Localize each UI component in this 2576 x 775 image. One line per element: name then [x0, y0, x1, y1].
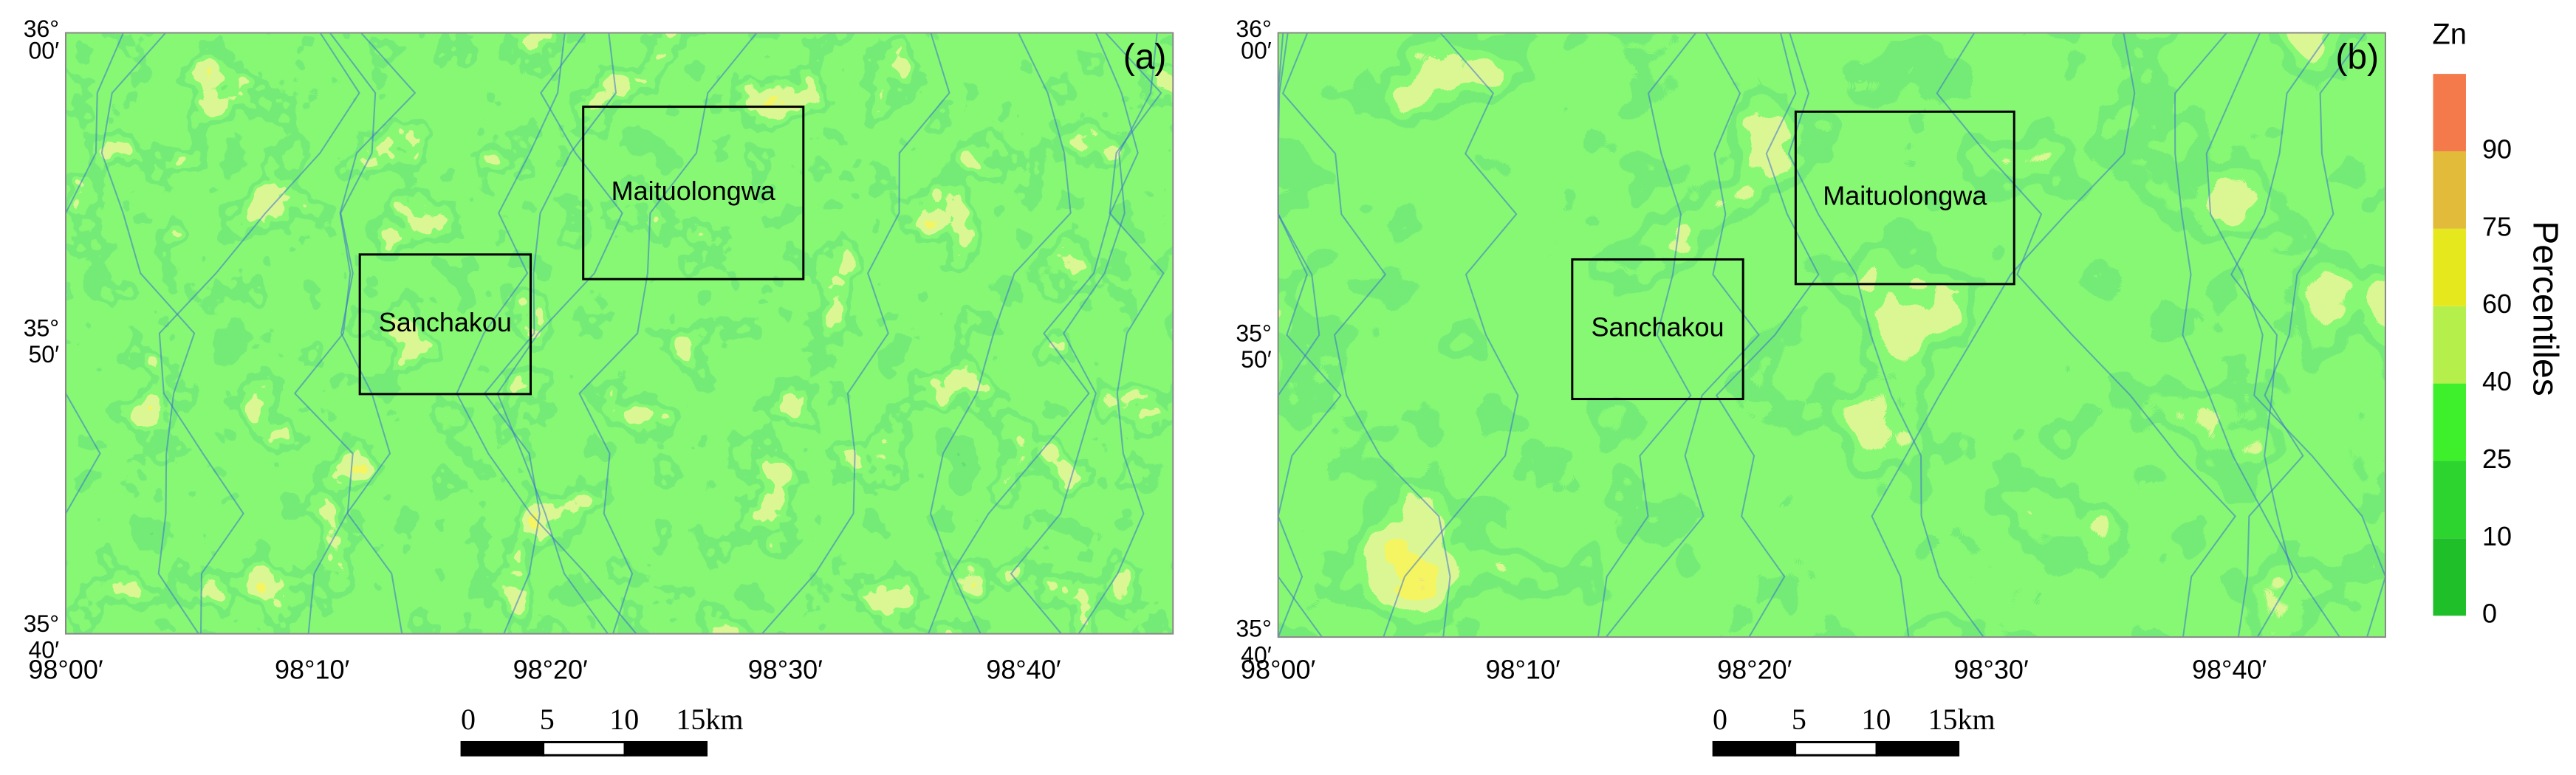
scale-bar-segment — [1794, 740, 1878, 757]
legend-swatch — [2433, 228, 2466, 306]
legend-tick-label: 40 — [2482, 366, 2512, 396]
scale-label: 15km — [676, 703, 743, 736]
stream — [293, 32, 417, 634]
scale-bar-segment — [623, 740, 708, 757]
study-box — [582, 106, 805, 280]
map-texture — [65, 32, 1174, 634]
stream — [1605, 32, 1760, 638]
stream — [483, 32, 617, 635]
scale-label: 5 — [1792, 703, 1806, 736]
lon-label: 98°10′ — [1485, 654, 1560, 684]
stream — [158, 32, 360, 634]
stream — [1078, 32, 1165, 635]
stream — [1715, 32, 1820, 638]
lon-label: 98°20′ — [513, 654, 588, 684]
stream — [307, 32, 391, 634]
map-frame — [1277, 32, 2386, 638]
map-texture — [1278, 32, 2385, 638]
stream — [929, 32, 1072, 635]
lon-label: 98°40′ — [2192, 654, 2267, 684]
stream — [761, 32, 950, 635]
stream — [1281, 32, 1451, 638]
lat-deg-label: 35° — [1236, 320, 1271, 346]
stream — [1936, 32, 2236, 638]
scale-label: 0 — [1713, 703, 1727, 736]
stream — [1010, 32, 1158, 635]
panel-label: (b) — [2335, 38, 2379, 77]
study-box — [358, 253, 532, 396]
lat-min-label: 50′ — [28, 341, 59, 368]
legend-axis-label: Percentiles — [2525, 221, 2564, 396]
legend-tick-label: 25 — [2482, 444, 2512, 474]
lat-deg-label: 35° — [24, 315, 59, 342]
stream — [928, 32, 1139, 635]
study-box — [1571, 258, 1744, 401]
lon-label: 98°20′ — [1717, 654, 1792, 684]
box-label: Maituolongwa — [1823, 181, 1987, 211]
legend-tick-label: 0 — [2482, 599, 2497, 629]
legend-swatch — [2433, 306, 2466, 384]
stream — [2230, 32, 2330, 638]
lat-min-label: 00′ — [28, 38, 59, 64]
stream — [2174, 32, 2340, 638]
lon-label: 98°00′ — [28, 654, 103, 684]
stream — [2205, 32, 2387, 638]
legend-swatch — [2433, 383, 2466, 461]
lon-label: 98°00′ — [1241, 654, 1315, 684]
study-box — [1794, 110, 2015, 286]
lat-min-label: 40′ — [28, 637, 59, 664]
legend-tick-label: 90 — [2482, 134, 2512, 164]
box-label: Sanchakou — [379, 307, 512, 337]
stream — [1597, 32, 1697, 638]
scale-bar-segment — [1875, 740, 1960, 757]
legend-tick-label: 60 — [2482, 289, 2512, 319]
scale-label: 15km — [1928, 703, 1995, 736]
scale-bar-segment — [542, 740, 626, 757]
legend-title: Zn — [2432, 18, 2467, 51]
lon-label: 98°40′ — [986, 654, 1061, 684]
lat-min-label: 00′ — [1241, 38, 1272, 64]
stream — [578, 32, 758, 635]
map-frame — [64, 32, 1174, 635]
lon-label: 98°30′ — [1953, 654, 2028, 684]
legend-swatch — [2433, 461, 2466, 539]
lon-label: 98°30′ — [748, 654, 823, 684]
stream — [1871, 32, 2136, 638]
lat-min-label: 40′ — [1241, 641, 1272, 668]
legend-swatch — [2433, 74, 2466, 151]
stream — [496, 32, 623, 635]
scale-label: 10 — [1861, 703, 1891, 736]
box-label: Sanchakou — [1591, 312, 1724, 342]
stream — [100, 32, 199, 635]
lat-min-label: 50′ — [1241, 346, 1272, 373]
lat-deg-label: 35° — [24, 610, 59, 637]
legend-tick-label: 10 — [2482, 521, 2512, 551]
panel-label: (a) — [1123, 38, 1167, 77]
scale-bar-segment — [1712, 740, 1797, 757]
lon-label: 98°10′ — [275, 654, 349, 684]
stream — [2237, 32, 2366, 638]
stream — [1383, 32, 1519, 638]
lat-deg-label: 36° — [24, 16, 59, 42]
scale-bar-segment — [460, 740, 545, 757]
scale-label: 0 — [461, 703, 476, 736]
scale-label: 10 — [609, 703, 639, 736]
lat-deg-label: 35° — [1236, 616, 1271, 642]
legend-swatch — [2433, 151, 2466, 229]
legend-swatch — [2433, 538, 2466, 616]
box-label: Maituolongwa — [612, 176, 776, 206]
stream — [456, 32, 637, 635]
scale-label: 5 — [540, 703, 555, 736]
lat-deg-label: 36° — [1236, 16, 1271, 42]
legend-tick-label: 75 — [2482, 211, 2512, 241]
